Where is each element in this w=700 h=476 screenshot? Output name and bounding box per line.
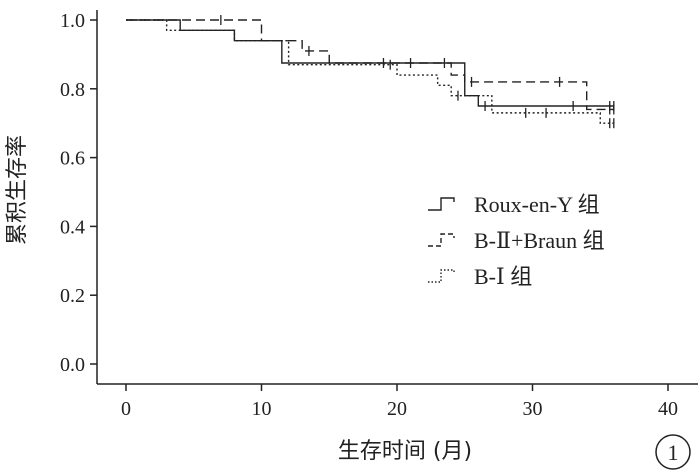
legend-swatch-2: [428, 233, 455, 247]
x-tick-label: 40: [658, 398, 678, 420]
x-tick-label: 0: [121, 398, 131, 420]
x-tick-label: 30: [523, 398, 543, 420]
y-axis-title: 累积生存率: [5, 135, 30, 245]
legend-label-3: B-Ⅰ 组: [474, 264, 532, 289]
y-tick-label: 0.4: [60, 216, 85, 238]
legend-label-1: Roux-en-Y 组: [474, 192, 600, 217]
axes: 0.0 0.2 0.4 0.6 0.8 1.0 0 10 20 30 40: [60, 10, 698, 420]
survival-curves: [126, 15, 615, 129]
legend-swatch-1: [428, 197, 455, 211]
panel-label-text: 1: [668, 440, 679, 465]
x-tick-label: 20: [387, 398, 407, 420]
series-line-3: [126, 19, 614, 124]
legend-swatch-3: [428, 269, 455, 283]
series-line-2: [126, 19, 614, 111]
x-tick-label: 10: [252, 398, 272, 420]
y-tick-label: 0.2: [60, 285, 85, 307]
panel-label-circle: [655, 434, 691, 470]
x-axis-title: 生存时间 (月): [338, 439, 472, 464]
y-tick-label: 0.8: [60, 79, 85, 101]
y-tick-label: 1.0: [60, 10, 85, 32]
panel-label: 1: [655, 434, 691, 470]
y-tick-label: 0.6: [60, 148, 85, 170]
legend: Roux-en-Y 组 B-Ⅱ+Braun 组 B-Ⅰ 组: [428, 192, 605, 289]
y-tick-label: 0.0: [60, 354, 85, 376]
legend-label-2: B-Ⅱ+Braun 组: [474, 228, 605, 253]
